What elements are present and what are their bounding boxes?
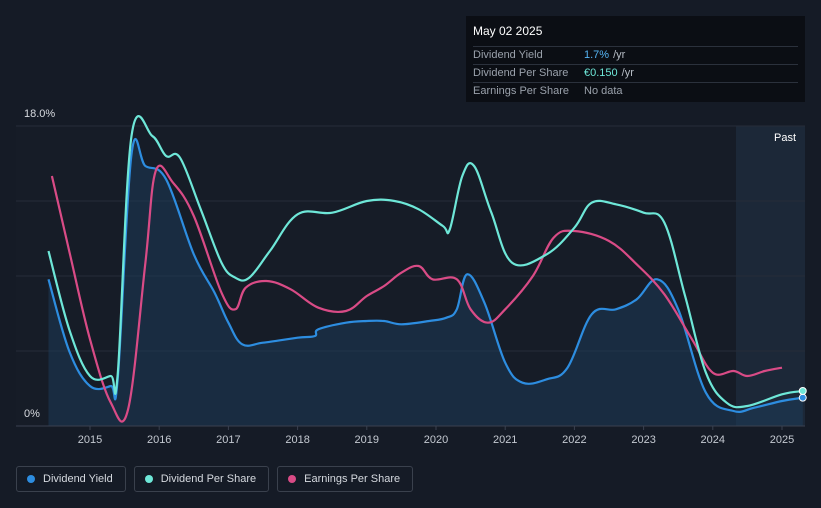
legend-label: Dividend Yield [43, 473, 113, 485]
dividend-yield-end-point [798, 393, 807, 402]
tooltip-row-dividend-yield: Dividend Yield 1.7%/yr [473, 46, 798, 64]
dividend-yield-area [48, 139, 803, 426]
x-tick-label: 2017 [216, 434, 240, 446]
legend-dot-icon [288, 475, 297, 483]
tooltip-label: Dividend Per Share [473, 67, 569, 79]
tooltip-label: Dividend Yield [473, 49, 543, 61]
x-tick-label: 2021 [493, 434, 517, 446]
x-axis-ticks: 2015 2016 2017 2018 2019 2020 2021 2022 2023 2024… [78, 426, 794, 446]
earnings-per-share-line [50, 164, 783, 423]
x-tick-label: 2025 [770, 434, 794, 446]
x-tick-label: 2022 [562, 434, 586, 446]
y-axis-bottom-label: 0% [24, 408, 40, 420]
past-label: Past [774, 132, 797, 144]
x-tick-label: 2023 [631, 434, 655, 446]
tooltip-value: €0.150/yr [584, 67, 634, 79]
legend-dot-icon [27, 475, 35, 483]
tooltip-row-dividend-per-share: Dividend Per Share €0.150/yr [473, 64, 798, 82]
tooltip: May 02 2025 Dividend Yield 1.7%/yr Divid… [466, 16, 805, 102]
tooltip-row-earnings-per-share: Earnings Per Share No data [473, 82, 798, 100]
legend-label: Dividend Per Share [160, 473, 257, 485]
dividend-per-share-line [47, 115, 803, 409]
tooltip-label: Earnings Per Share [473, 85, 569, 97]
y-axis-top-label: 18.0% [24, 108, 56, 120]
x-tick-label: 2015 [78, 434, 102, 446]
x-tick-label: 2020 [424, 434, 448, 446]
legend: Dividend Yield Dividend Per Share Earnin… [16, 466, 414, 492]
series-end-markers [798, 387, 807, 402]
dividend-yield-area-fill [48, 139, 803, 426]
tooltip-date: May 02 2025 [473, 24, 543, 38]
series-lines [47, 115, 803, 423]
legend-item-dividend-yield[interactable]: Dividend Yield [16, 466, 126, 492]
legend-item-dividend-per-share[interactable]: Dividend Per Share [133, 466, 270, 492]
tooltip-value: No data [584, 85, 623, 97]
x-tick-label: 2019 [355, 434, 379, 446]
dividend-yield-line [47, 137, 803, 413]
x-tick-label: 2016 [147, 434, 171, 446]
x-tick-label: 2018 [285, 434, 309, 446]
legend-label: Earnings Per Share [304, 473, 401, 485]
x-tick-label: 2024 [701, 434, 725, 446]
legend-dot-icon [144, 475, 153, 483]
legend-item-earnings-per-share[interactable]: Earnings Per Share [277, 466, 414, 492]
dividend-per-share-end-point [798, 387, 807, 395]
tooltip-value: 1.7%/yr [584, 49, 626, 61]
